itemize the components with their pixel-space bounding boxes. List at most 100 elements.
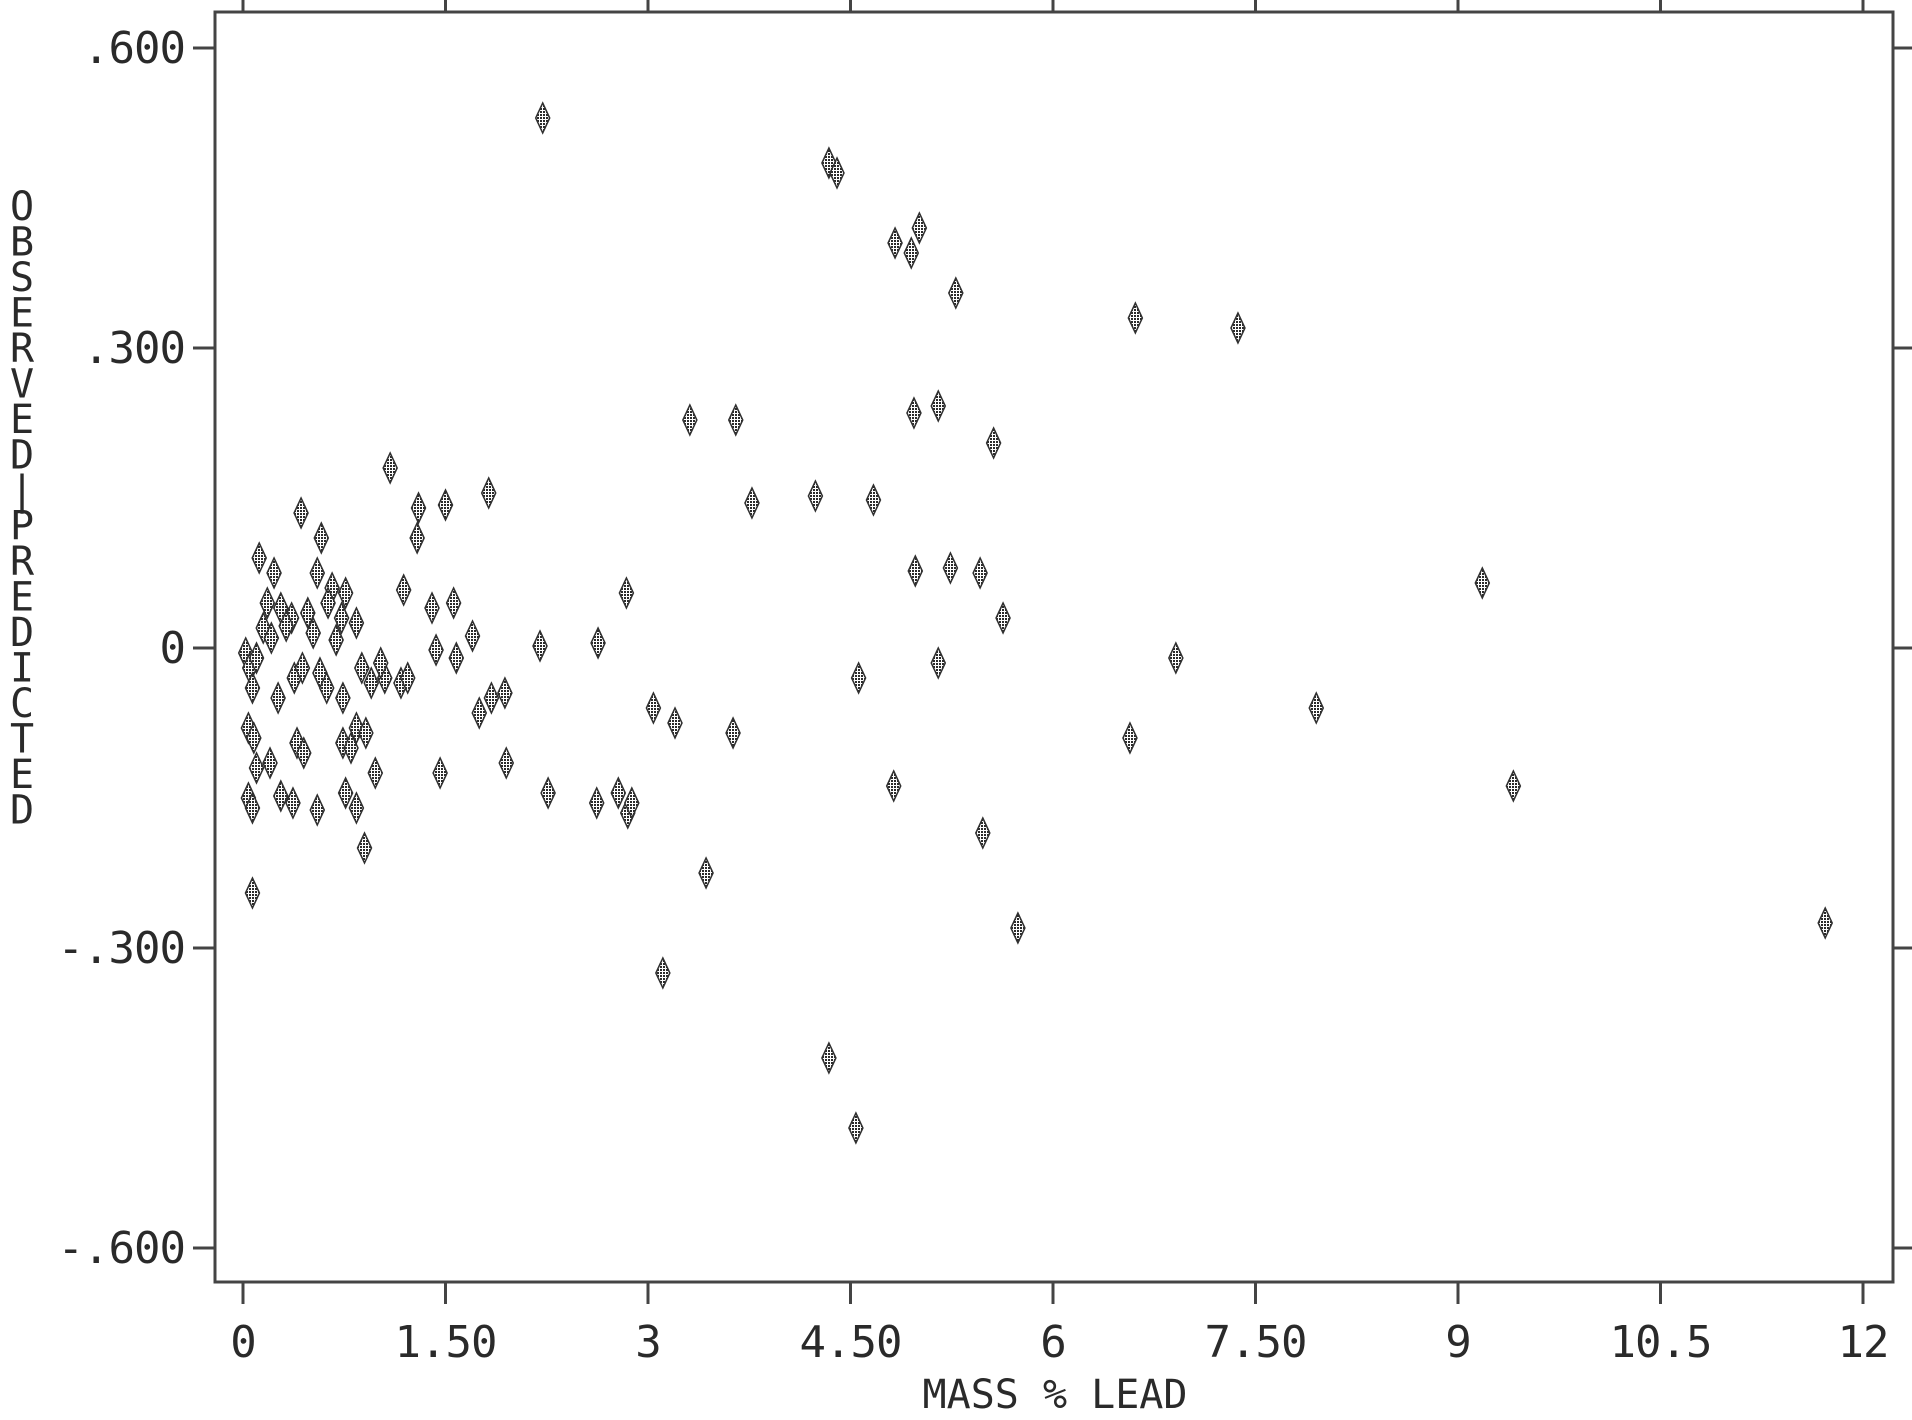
x-axis-ticks (241, 0, 1865, 1304)
y-axis-label-char: I (10, 646, 34, 692)
data-point (885, 769, 902, 803)
data-point (333, 601, 350, 635)
data-point (318, 671, 335, 705)
y-axis-label-char: R (10, 326, 35, 372)
data-point (1230, 311, 1246, 345)
data-point (645, 691, 662, 725)
y-tick-label: 0 (160, 623, 186, 674)
data-point (887, 226, 903, 260)
data-point (448, 641, 465, 675)
data-point (865, 483, 882, 517)
plot-border (213, 10, 1895, 1284)
data-point (1127, 301, 1144, 335)
data-point (348, 791, 365, 825)
y-axis-ticks (193, 46, 1912, 1250)
y-axis-label-char: B (10, 220, 34, 266)
data-point (248, 751, 265, 785)
data-point (337, 576, 354, 610)
y-axis-label-char: T (10, 717, 34, 763)
x-tick-label: 9 (1445, 1317, 1471, 1368)
x-tick-label: 4.50 (800, 1317, 902, 1368)
data-point (382, 451, 398, 485)
data-point (244, 876, 261, 910)
data-point (409, 521, 425, 555)
data-point (588, 786, 605, 820)
data-point (464, 619, 481, 653)
data-point (744, 486, 760, 520)
data-point (610, 776, 627, 810)
data-point (974, 816, 991, 850)
data-point (1817, 906, 1834, 940)
y-axis-label-char: E (10, 752, 34, 798)
data-point (1010, 911, 1026, 945)
data-point (343, 731, 359, 765)
data-point (1122, 721, 1138, 755)
data-point (244, 791, 261, 825)
y-axis-label-char: E (10, 397, 34, 443)
data-point (320, 586, 336, 620)
data-point (972, 556, 988, 590)
x-tick-label: 12 (1838, 1317, 1889, 1368)
data-points (237, 101, 1834, 1145)
x-tick-label: 1.50 (395, 1317, 497, 1368)
data-point (356, 831, 373, 865)
data-point (532, 629, 548, 663)
x-axis-tick-labels: 0 1.50 3 4.50 6 7.50 9 10.5 12 (230, 1317, 1889, 1368)
data-point (395, 573, 412, 607)
data-point (655, 956, 671, 990)
data-point (363, 666, 380, 700)
x-tick-label: 6 (1040, 1317, 1066, 1368)
data-point (259, 586, 276, 620)
data-point (698, 856, 714, 890)
data-point (293, 496, 309, 530)
data-point (437, 488, 454, 522)
data-point (445, 586, 462, 620)
data-point (497, 676, 513, 710)
data-point (432, 756, 448, 790)
data-point (353, 651, 370, 685)
data-point (906, 396, 922, 430)
data-point (1168, 641, 1184, 675)
x-tick-label: 10.5 (1610, 1317, 1712, 1368)
data-point (278, 609, 295, 643)
data-point (367, 756, 384, 790)
data-point (682, 403, 698, 437)
data-point (725, 716, 741, 750)
data-point (930, 389, 947, 423)
data-point (372, 646, 389, 680)
data-point (251, 541, 268, 575)
data-point (907, 554, 924, 588)
data-point (903, 236, 920, 270)
x-tick-label: 0 (230, 1317, 256, 1368)
y-axis-label-char: V (10, 362, 34, 408)
y-tick-label: -.600 (58, 1223, 185, 1274)
data-point (428, 633, 444, 667)
data-point (358, 716, 374, 750)
data-point (295, 736, 312, 770)
x-tick-label: 3 (635, 1317, 661, 1368)
data-point (328, 623, 344, 657)
data-point (248, 641, 265, 675)
data-point (410, 491, 427, 525)
data-point (995, 601, 1011, 635)
y-axis-label-char: D (10, 788, 34, 834)
y-axis-label-char: S (10, 255, 34, 301)
data-point (829, 156, 845, 190)
data-point (305, 616, 322, 650)
data-point (1474, 566, 1491, 600)
data-point (821, 1041, 837, 1075)
y-tick-label: .300 (83, 323, 185, 374)
y-axis-label-char: P (10, 504, 34, 550)
y-tick-label: .600 (83, 23, 185, 74)
data-point (309, 556, 326, 590)
data-point (1308, 691, 1325, 725)
y-axis-label-char: D (10, 610, 34, 656)
data-point (1505, 769, 1522, 803)
data-point (266, 556, 282, 590)
y-tick-label: -.300 (58, 923, 185, 974)
data-point (263, 621, 280, 655)
y-axis-label-char: | (10, 468, 34, 514)
